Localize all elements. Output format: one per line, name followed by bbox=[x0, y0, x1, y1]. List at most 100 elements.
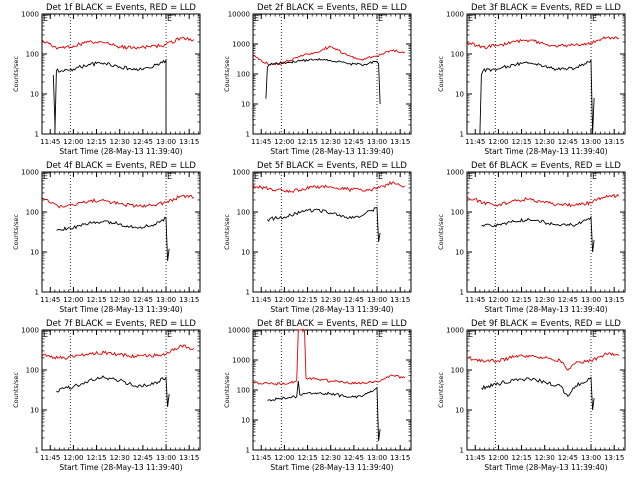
y-tick-label: 1000 bbox=[232, 41, 250, 49]
x-tick-label: 12:30 bbox=[321, 138, 341, 146]
x-tick-label: 13:15 bbox=[179, 296, 199, 304]
flag-label: E bbox=[43, 330, 48, 339]
flag-label: E bbox=[254, 330, 259, 339]
lld-series-line bbox=[253, 328, 406, 386]
y-tick-label: 1 bbox=[35, 131, 39, 139]
x-tick-label: 12:00 bbox=[488, 296, 508, 304]
events-series-line bbox=[56, 216, 170, 261]
y-tick-label: 100 bbox=[451, 209, 464, 217]
plot-frame bbox=[41, 329, 201, 451]
x-tick-label: 12:15 bbox=[297, 296, 317, 304]
events-series-line bbox=[52, 58, 168, 135]
events-series-line bbox=[481, 215, 595, 253]
events-series-line bbox=[479, 58, 595, 135]
lld-series-line bbox=[467, 193, 620, 208]
x-tick-label: 13:00 bbox=[581, 138, 601, 146]
x-axis-label: Start Time (28-May-13 11:39:40) bbox=[270, 463, 393, 472]
x-tick-label: 12:30 bbox=[110, 296, 130, 304]
y-tick-label: 10000 bbox=[228, 327, 250, 335]
y-tick-label: 1000 bbox=[232, 169, 250, 177]
lld-series-line bbox=[253, 45, 406, 66]
x-tick-label: 11:45 bbox=[251, 454, 271, 462]
x-tick-label: 12:15 bbox=[297, 454, 317, 462]
x-tick-label: 13:15 bbox=[179, 138, 199, 146]
events-series-line bbox=[56, 375, 170, 407]
lld-series-line bbox=[42, 194, 195, 209]
x-tick-label: 11:45 bbox=[40, 296, 60, 304]
flag-label: E bbox=[254, 172, 259, 181]
x-tick-label: 11:45 bbox=[251, 296, 271, 304]
x-tick-label: 12:15 bbox=[86, 454, 106, 462]
lld-series-line bbox=[467, 352, 620, 371]
flag-label: E bbox=[468, 172, 473, 181]
x-tick-label: 11:45 bbox=[40, 138, 60, 146]
y-tick-label: 100 bbox=[26, 209, 39, 217]
y-tick-label: 1 bbox=[35, 447, 39, 455]
chart-title: Det 2f BLACK = Events, RED = LLD bbox=[257, 3, 407, 13]
lld-series-line bbox=[42, 344, 195, 360]
x-axis-label: Start Time (28-May-13 11:39:40) bbox=[484, 147, 607, 156]
y-tick-label: 1000 bbox=[446, 11, 464, 19]
x-tick-label: 12:15 bbox=[511, 454, 531, 462]
chart-title: Det 6f BLACK = Events, RED = LLD bbox=[471, 161, 621, 171]
plot-frame bbox=[252, 171, 412, 293]
flag-label: E bbox=[468, 330, 473, 339]
lld-series-line bbox=[253, 180, 406, 194]
x-tick-label: 13:00 bbox=[367, 138, 387, 146]
lld-series-line bbox=[42, 36, 195, 50]
x-tick-label: 13:00 bbox=[581, 296, 601, 304]
x-tick-label: 12:45 bbox=[133, 138, 153, 146]
y-tick-label: 1 bbox=[246, 131, 250, 139]
y-tick-label: 10 bbox=[30, 91, 39, 99]
x-tick-label: 13:15 bbox=[390, 138, 410, 146]
x-tick-label: 12:00 bbox=[274, 138, 294, 146]
x-tick-label: 13:00 bbox=[581, 454, 601, 462]
chart-title: Det 3f BLACK = Events, RED = LLD bbox=[471, 3, 621, 13]
flag-label: E bbox=[592, 14, 597, 23]
plot-frame bbox=[41, 13, 201, 135]
y-tick-label: 1 bbox=[246, 447, 250, 455]
flag-label: E bbox=[167, 14, 172, 23]
y-tick-label: 1000 bbox=[21, 327, 39, 335]
y-axis-label: Counts/sec bbox=[12, 372, 20, 408]
plot-frame bbox=[466, 171, 626, 293]
x-tick-label: 13:00 bbox=[156, 138, 176, 146]
chart-title: Det 8f BLACK = Events, RED = LLD bbox=[257, 319, 407, 329]
y-tick-label: 10 bbox=[455, 407, 464, 415]
x-axis-label: Start Time (28-May-13 11:39:40) bbox=[59, 147, 182, 156]
flag-label: E bbox=[167, 330, 172, 339]
y-tick-label: 10 bbox=[241, 249, 250, 257]
x-tick-label: 12:00 bbox=[63, 138, 83, 146]
x-tick-label: 12:00 bbox=[274, 454, 294, 462]
plot-frame bbox=[252, 329, 412, 451]
flag-label: E bbox=[592, 172, 597, 181]
x-tick-label: 12:00 bbox=[63, 296, 83, 304]
y-tick-label: 1000 bbox=[446, 169, 464, 177]
y-axis-label: Counts/sec bbox=[437, 372, 445, 408]
x-tick-label: 13:15 bbox=[390, 454, 410, 462]
x-tick-label: 12:00 bbox=[274, 296, 294, 304]
y-tick-label: 100 bbox=[451, 367, 464, 375]
y-tick-label: 1 bbox=[460, 289, 464, 297]
flag-label: E bbox=[378, 172, 383, 181]
y-axis-label: Counts/sec bbox=[437, 56, 445, 92]
y-tick-label: 100 bbox=[451, 51, 464, 59]
y-tick-label: 1000 bbox=[21, 169, 39, 177]
x-tick-label: 12:45 bbox=[558, 138, 578, 146]
y-tick-label: 100 bbox=[26, 51, 39, 59]
x-tick-label: 12:15 bbox=[86, 138, 106, 146]
x-tick-label: 12:30 bbox=[321, 454, 341, 462]
x-axis-label: Start Time (28-May-13 11:39:40) bbox=[484, 463, 607, 472]
x-tick-label: 12:30 bbox=[535, 138, 555, 146]
flag-label: E bbox=[468, 14, 473, 23]
y-tick-label: 1 bbox=[246, 289, 250, 297]
flag-label: E bbox=[167, 172, 172, 181]
x-tick-label: 11:45 bbox=[40, 454, 60, 462]
